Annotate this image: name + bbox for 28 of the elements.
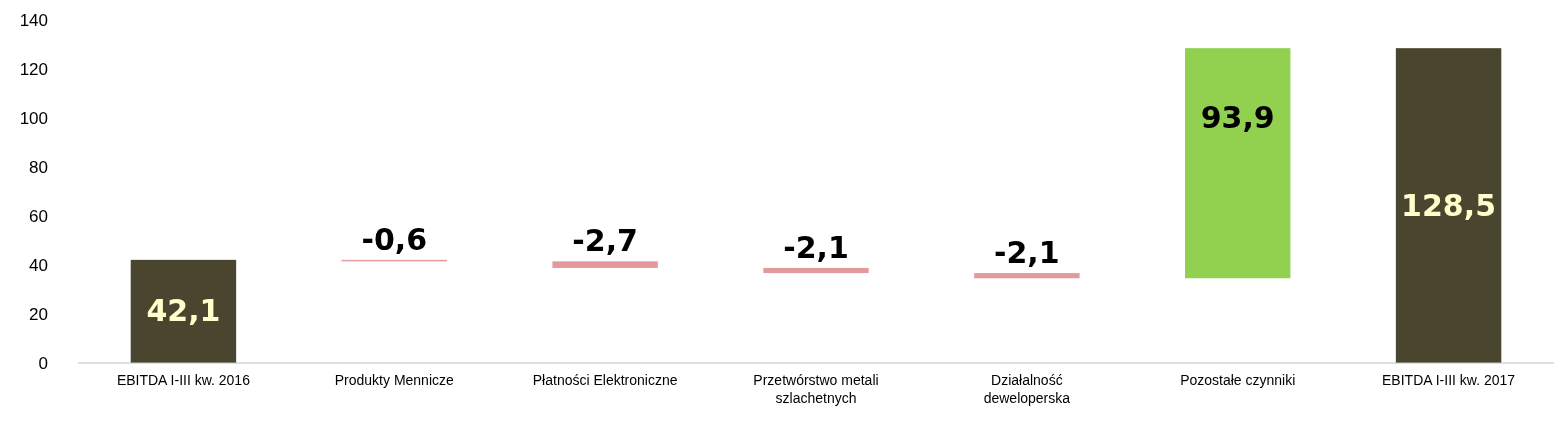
data-label: 93,9: [1200, 100, 1275, 136]
bar: [552, 261, 658, 268]
x-tick-label: Płatności Elektroniczne: [532, 372, 678, 388]
data-label: 128,5: [1401, 187, 1497, 223]
y-tick-label: 60: [29, 206, 48, 226]
x-tick-label: EBITDA I-III kw. 2016: [116, 372, 251, 388]
data-label: 42,1: [146, 293, 221, 329]
data-label: -2,7: [572, 223, 638, 259]
y-tick-label: 0: [38, 353, 48, 373]
x-tick-label: Produkty Mennicze: [334, 372, 455, 388]
y-tick-label: 140: [19, 10, 48, 30]
y-tick-label: 100: [19, 108, 48, 128]
bar: [1185, 48, 1291, 279]
bar: [974, 273, 1080, 279]
bar: [1395, 48, 1502, 363]
y-tick-label: 120: [19, 59, 48, 79]
x-tick-label: EBITDA I-III kw. 2017: [1382, 372, 1516, 388]
data-label: -2,1: [783, 229, 849, 265]
x-tick-label: Działalność deweloperska: [983, 372, 1071, 406]
bar: [130, 259, 237, 363]
y-tick-label: 20: [29, 304, 48, 324]
bar: [763, 267, 869, 274]
x-tick-label: Pozostałe czynniki: [1180, 372, 1296, 388]
data-label: -2,1: [994, 235, 1060, 271]
data-label: -0,6: [361, 221, 428, 257]
y-tick-label: 80: [29, 157, 48, 177]
y-tick-label: 40: [29, 255, 48, 275]
x-tick-label: Przetwórstwo metali szlachetnych: [753, 372, 879, 406]
